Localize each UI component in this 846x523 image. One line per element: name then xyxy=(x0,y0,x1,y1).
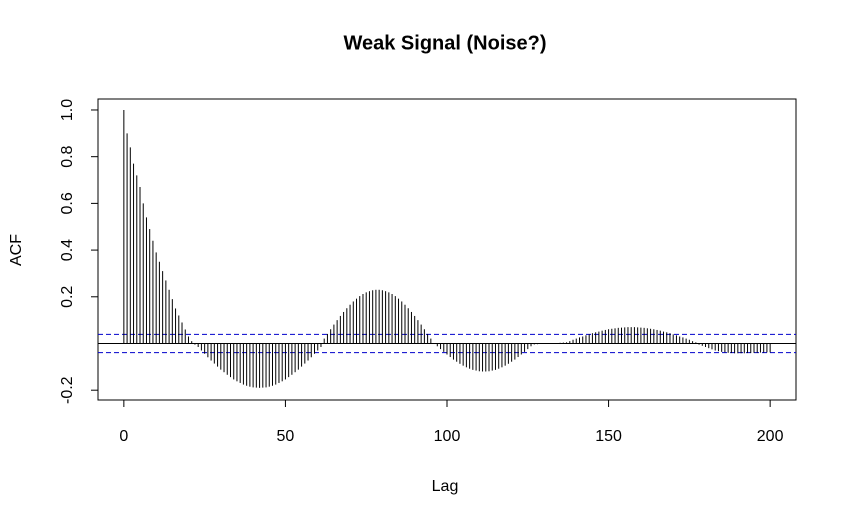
y-tick-label: 1.0 xyxy=(59,99,76,121)
x-tick-label: 200 xyxy=(757,428,784,445)
y-tick-label: 0.4 xyxy=(59,239,76,261)
x-tick-label: 0 xyxy=(119,428,128,445)
x-tick-label: 150 xyxy=(595,428,622,445)
x-tick-label: 50 xyxy=(277,428,295,445)
y-tick-label: 0.6 xyxy=(59,192,76,214)
y-axis-label: ACF xyxy=(8,234,25,266)
y-tick-label: 0.2 xyxy=(59,286,76,308)
plot-frame xyxy=(97,98,797,401)
y-tick-label: -0.2 xyxy=(59,376,76,404)
chart-title: Weak Signal (Noise?) xyxy=(343,32,546,54)
x-tick-label: 100 xyxy=(434,428,461,445)
y-tick-label: 0.8 xyxy=(59,145,76,167)
x-axis-label: Lag xyxy=(432,478,459,495)
